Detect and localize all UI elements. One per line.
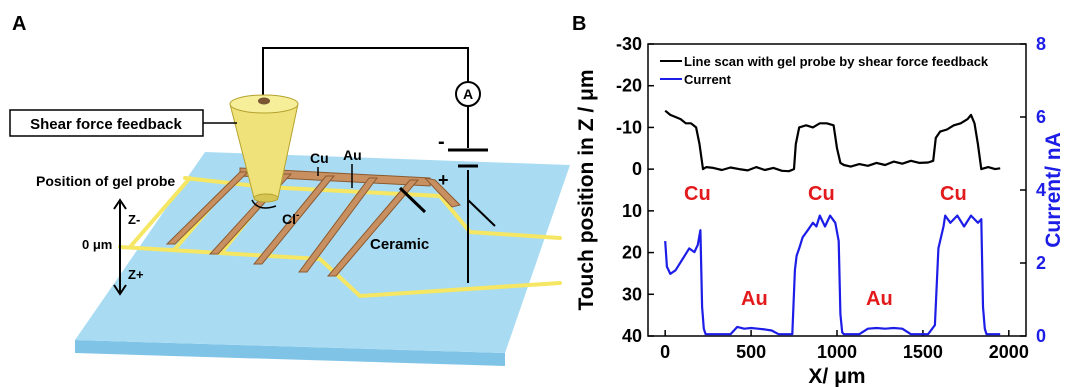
series-line-current <box>664 214 1001 336</box>
y-left-tick-label: 40 <box>622 326 642 346</box>
y-left-tick-label: 0 <box>632 159 642 179</box>
z-arrow-down-icon <box>113 284 127 296</box>
y-right-tick-label: 4 <box>1036 180 1046 200</box>
y-right-tick-label: 8 <box>1036 34 1046 54</box>
annotation-au: Au <box>866 288 893 310</box>
copper-tab <box>423 177 461 208</box>
y-left-tick-label: -10 <box>616 117 642 137</box>
y-left-tick-label: 20 <box>622 243 642 263</box>
contact-line <box>398 186 427 214</box>
wire-contact <box>467 199 496 227</box>
z-axis-arrow <box>113 198 127 296</box>
copper-electrodes <box>165 167 461 277</box>
y-left-tick-label: 10 <box>622 201 642 221</box>
x-tick-label: 500 <box>736 342 766 362</box>
x-ticks: 0 500 1000 1500 2000 <box>660 330 1029 362</box>
gold-finger <box>128 176 192 249</box>
y-right-tick-label: 0 <box>1036 326 1046 346</box>
z-plus-label: Z+ <box>128 267 144 282</box>
y-right-axis-title: Current/ nA <box>1042 132 1065 248</box>
cu-label: Cu <box>310 150 329 166</box>
zero-um-label: 0 μm <box>82 237 112 252</box>
x-tick-label: 0 <box>660 342 670 362</box>
panel-b-chart: B -30 -20 -10 0 10 20 30 40 0 2 4 6 8 0 500 1000 1500 2… <box>572 13 1065 387</box>
annotation-cu: Cu <box>684 183 711 205</box>
y-left-tick-label: -30 <box>616 34 642 54</box>
annotation-au: Au <box>741 288 768 310</box>
substrate-side <box>75 340 505 366</box>
y-left-tick-label: 30 <box>622 284 642 304</box>
gold-line-upper <box>183 176 562 240</box>
x-tick-label: 2000 <box>989 342 1029 362</box>
panel-b-letter: B <box>572 13 586 35</box>
y-left-ticks: -30 -20 -10 0 10 20 30 40 <box>616 34 654 346</box>
battery-minus-label: - <box>438 131 445 153</box>
au-label: Au <box>343 147 362 163</box>
gel-probe <box>229 94 299 209</box>
legend: Line scan with gel probe by shear force … <box>660 54 989 87</box>
shear-label-box <box>9 109 204 137</box>
y-left-axis-title: Touch position in Z / μm <box>575 69 598 310</box>
ceramic-label: Ceramic <box>370 236 429 253</box>
y-right-tick-label: 6 <box>1036 107 1046 127</box>
legend-label-scan: Line scan with gel probe by shear force … <box>684 54 989 69</box>
battery-plus-label: + <box>438 170 449 190</box>
z-arrow-up-icon <box>113 198 127 210</box>
y-left-tick-label: -20 <box>616 76 642 96</box>
copper-finger <box>165 171 250 245</box>
chloride-label: Cl- <box>282 210 299 227</box>
z-minus-label: Z- <box>128 212 140 227</box>
copper-finger <box>298 177 378 273</box>
y-right-tick-label: 2 <box>1036 253 1046 273</box>
x-tick-label: 1500 <box>903 342 943 362</box>
panel-a-diagram: A <box>9 13 570 366</box>
meniscus-arc <box>251 199 277 209</box>
legend-label-current: Current <box>684 72 732 87</box>
copper-finger <box>326 179 420 277</box>
probe-electrode-icon <box>258 97 270 105</box>
shear-force-label: Shear force feedback <box>30 116 182 133</box>
wire-top <box>262 47 469 97</box>
x-tick-label: 1000 <box>817 342 857 362</box>
probe-position-label: Position of gel probe <box>36 173 175 189</box>
y-right-ticks: 0 2 4 6 8 <box>1020 34 1046 346</box>
probe-bottom <box>253 193 279 203</box>
x-axis-title: X/ μm <box>808 365 865 387</box>
annotation-cu: Cu <box>808 183 835 205</box>
copper-finger <box>252 175 336 265</box>
ammeter-icon <box>455 81 481 107</box>
ammeter-label: A <box>463 86 473 102</box>
panel-a-letter: A <box>12 13 26 35</box>
gold-line-lower <box>118 245 562 299</box>
annotation-cu: Cu <box>940 183 967 205</box>
series-layer <box>664 109 1001 336</box>
circuit-wires <box>262 47 496 283</box>
series-line-scan <box>664 109 1001 173</box>
